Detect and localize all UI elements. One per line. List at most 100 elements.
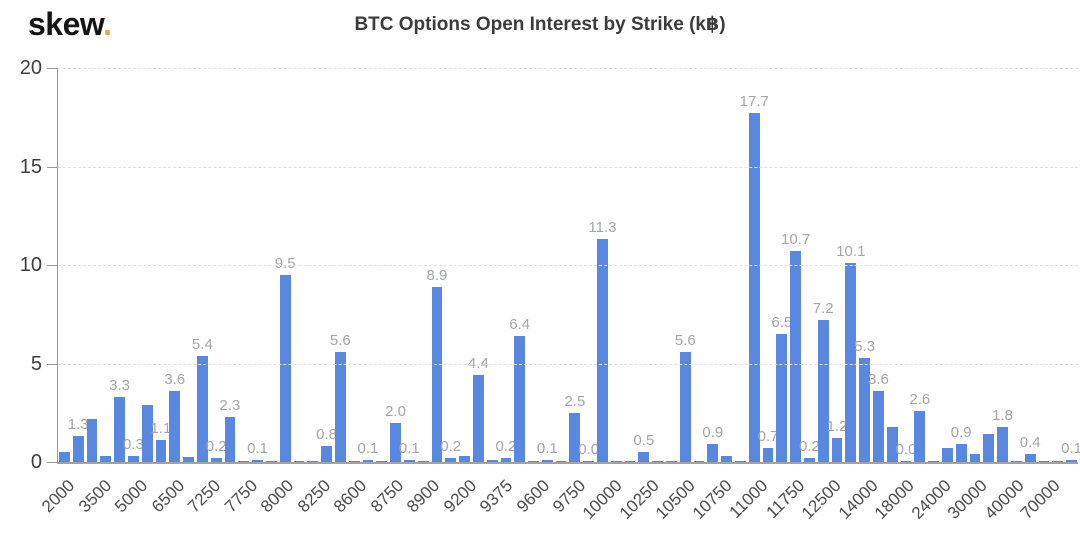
bar-46[interactable] (693, 461, 705, 462)
bar-27[interactable]: 8.9 (426, 267, 447, 462)
bar-value-label: 5.6 (674, 332, 696, 349)
bar-23[interactable] (376, 461, 388, 462)
bar-value-label: 4.4 (467, 355, 489, 372)
bar-5[interactable]: 0.3 (123, 436, 144, 462)
bar-14[interactable]: 0.1 (247, 440, 268, 462)
bar-43[interactable] (652, 461, 664, 462)
bar-63[interactable] (928, 461, 939, 462)
bar-68[interactable]: 1.8 (992, 407, 1013, 462)
y-axis-label-0: 0 (30, 451, 42, 473)
bar-37[interactable]: 2.5 (564, 393, 585, 462)
bar-42[interactable]: 0.5 (633, 432, 654, 462)
bar-7[interactable]: 1.1 (151, 420, 171, 462)
bar-21[interactable] (348, 461, 360, 462)
bar-47[interactable]: 0.9 (702, 424, 723, 462)
bar-value-label: 2.6 (909, 391, 931, 408)
bar-value-label: 9.5 (274, 255, 296, 272)
bar-72[interactable] (1052, 461, 1064, 462)
bar-22[interactable]: 0.1 (357, 440, 378, 462)
x-axis-label-12500: 12500 (798, 476, 845, 523)
bar-40[interactable] (610, 461, 622, 462)
y-tick-10 (47, 265, 57, 266)
bar-62[interactable]: 2.6 (909, 391, 930, 462)
bar-36[interactable] (555, 461, 567, 462)
bar-49[interactable] (735, 461, 746, 462)
bar-12[interactable]: 2.3 (220, 397, 240, 462)
x-axis: 2000 3500 5000 6500 7250 7750 8000 8250 8600 8750… (38, 466, 1077, 541)
bar-value-label: 1.8 (992, 407, 1014, 424)
bar-29[interactable] (459, 456, 470, 462)
bar-64[interactable] (942, 448, 953, 462)
bar-28[interactable]: 0.2 (440, 438, 461, 462)
bar-32[interactable]: 0.2 (495, 438, 516, 462)
bar-51[interactable]: 0.7 (758, 428, 778, 462)
x-axis-label-30000: 30000 (944, 476, 991, 523)
bar-48[interactable] (721, 456, 733, 462)
bar-0[interactable] (59, 452, 70, 462)
bar-24[interactable]: 2.0 (385, 403, 406, 462)
bar-71[interactable] (1038, 461, 1050, 462)
bar-65[interactable]: 0.9 (951, 424, 972, 462)
bar-1[interactable]: 1.3 (68, 416, 89, 462)
bar-59[interactable]: 3.6 (868, 371, 889, 462)
bar-20[interactable]: 5.6 (330, 332, 351, 462)
bar-value-label: 3.6 (164, 371, 186, 388)
bar-9[interactable] (183, 457, 194, 462)
bar-58[interactable]: 5.3 (854, 338, 875, 462)
bar-31[interactable] (486, 460, 498, 462)
bar-54[interactable]: 0.2 (799, 438, 820, 462)
bar-8[interactable]: 3.6 (164, 371, 185, 462)
bar-value-label: 0.4 (1019, 434, 1041, 451)
bar-series: 1.3 3.3 0.3 1.1 3.6 5.4 0.2 2.3 0.1 9.5 0.8 5.6 0.1 2… (58, 68, 1080, 462)
bar-25[interactable]: 0.1 (399, 440, 420, 462)
bar-52[interactable]: 6.5 (771, 314, 792, 462)
bar-56[interactable]: 1.2 (827, 418, 847, 462)
bar-50[interactable]: 17.7 (740, 93, 769, 462)
bar-4[interactable]: 3.3 (109, 377, 130, 462)
bar-16[interactable]: 9.5 (275, 255, 296, 462)
bar-10[interactable]: 5.4 (192, 336, 213, 462)
skew-logo: skew. (28, 6, 112, 43)
bar-69[interactable] (1010, 461, 1022, 462)
bar-18[interactable] (307, 461, 319, 462)
bar-67[interactable] (983, 434, 995, 462)
bar-60[interactable] (886, 427, 898, 462)
bar-value-label: 0.7 (757, 428, 779, 445)
x-axis-label-6500: 6500 (147, 476, 188, 517)
bar-55[interactable]: 7.2 (813, 300, 834, 462)
bar-39[interactable]: 11.3 (588, 219, 617, 462)
bar-26[interactable] (417, 461, 429, 462)
bar-73[interactable]: 0.1 (1061, 440, 1080, 462)
bar-6[interactable] (141, 405, 153, 462)
bar-19[interactable]: 0.8 (316, 426, 337, 462)
bar-61[interactable]: 0.0 (896, 441, 916, 462)
bar-3[interactable] (100, 456, 112, 462)
bar-35[interactable]: 0.1 (537, 440, 558, 462)
bar-15[interactable] (265, 461, 277, 462)
bar-57[interactable]: 10.1 (836, 243, 865, 462)
bar-34[interactable] (528, 461, 539, 462)
x-axis-label-8750: 8750 (366, 476, 407, 517)
bar-value-label: 1.3 (67, 416, 89, 433)
bar-30[interactable]: 4.4 (468, 355, 489, 462)
bar-33[interactable]: 6.4 (509, 316, 530, 462)
x-axis-label-10000: 10000 (579, 476, 626, 523)
x-axis-label-24000: 24000 (907, 476, 955, 523)
bar-17[interactable] (293, 461, 305, 462)
bar-11[interactable]: 0.2 (206, 438, 227, 462)
bar-value-label: 3.6 (867, 371, 889, 388)
x-axis-label-11000: 11000 (725, 476, 772, 522)
bar-2[interactable] (86, 419, 98, 462)
bar-value-label: 0.9 (702, 424, 724, 441)
bar-70[interactable]: 0.4 (1020, 434, 1041, 462)
bar-value-label: 0.8 (316, 426, 337, 443)
bar-13[interactable] (238, 461, 250, 462)
bar-38[interactable]: 0.0 (578, 441, 599, 462)
bar-41[interactable] (624, 461, 636, 462)
bar-44[interactable] (666, 461, 677, 462)
bar-66[interactable] (969, 454, 981, 462)
x-axis-label-9600: 9600 (512, 476, 553, 517)
bar-45[interactable]: 5.6 (675, 332, 696, 462)
bar-53[interactable]: 10.7 (781, 231, 810, 462)
x-axis-label-8600: 8600 (330, 476, 371, 517)
